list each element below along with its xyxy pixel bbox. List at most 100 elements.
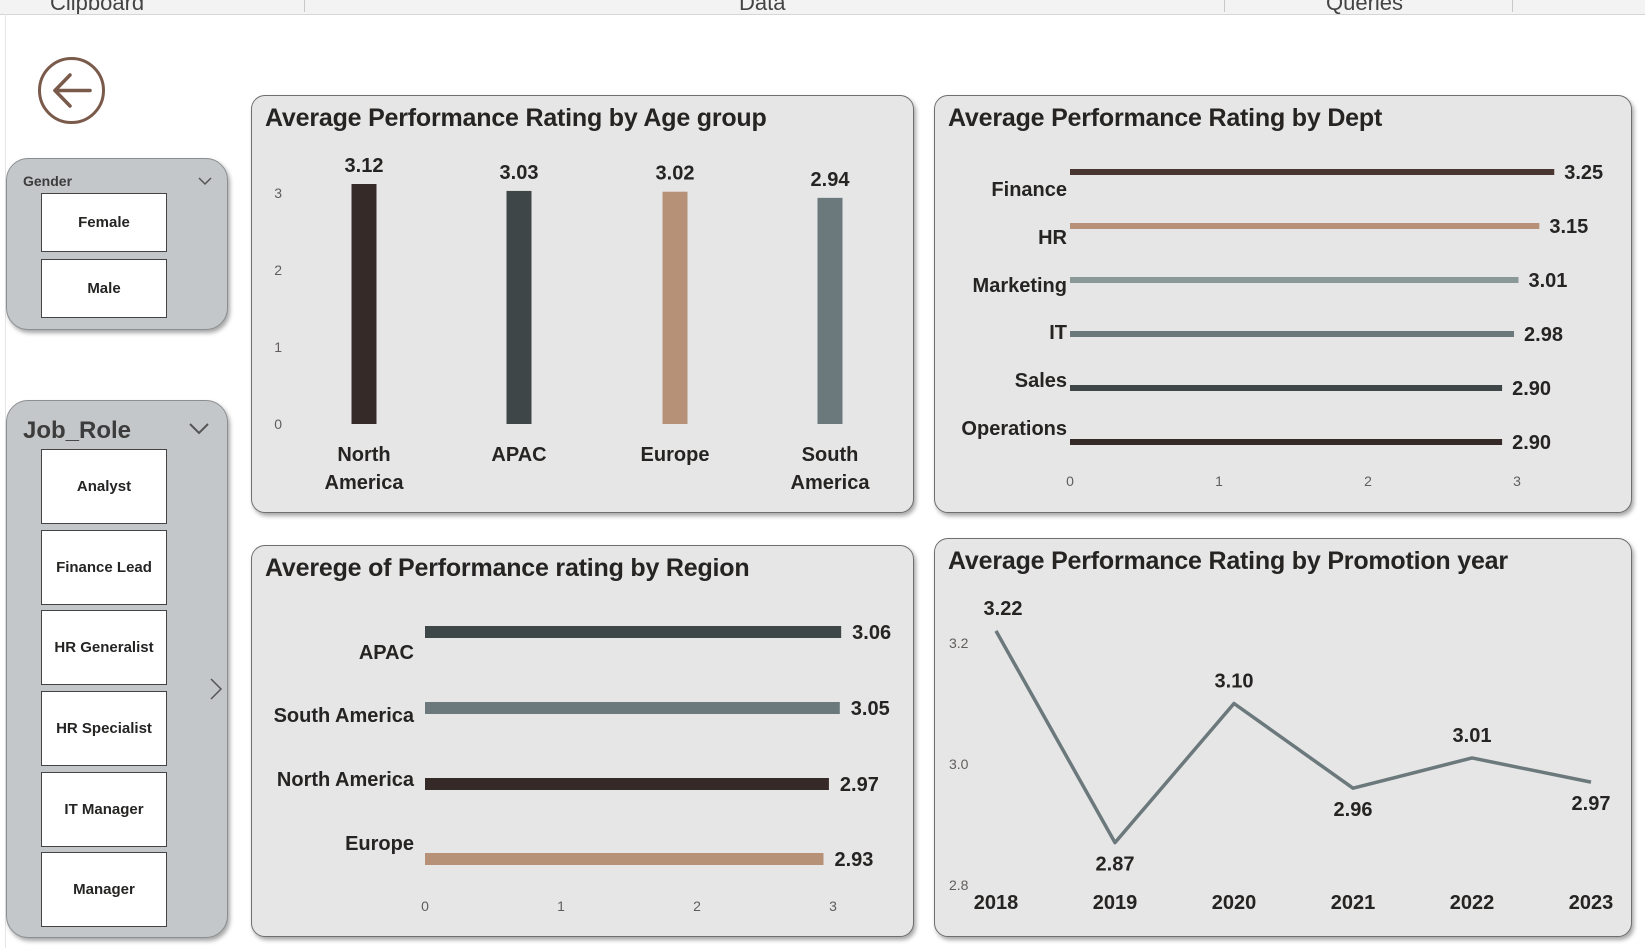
promo-chart-title: Average Performance Rating by Promotion … (948, 547, 1508, 575)
x-tick-label: 2021 (1331, 892, 1376, 914)
dept-chart-title: Average Performance Rating by Dept (948, 104, 1383, 132)
category-label: Europe (345, 833, 414, 855)
slicer-item-hr-specialist[interactable]: HR Specialist (41, 691, 167, 766)
bar (506, 190, 532, 424)
series-line (994, 630, 1592, 845)
y-tick-label: 2 (274, 262, 282, 278)
y-tick-label: 3 (274, 185, 282, 201)
x-tick-label: 3 (1513, 473, 1521, 489)
category-label: APAC (491, 444, 546, 466)
data-label: 3.01 (1453, 725, 1492, 747)
data-label: 2.93 (834, 849, 873, 871)
dept-chart: Finance 3.25 HR 3.15 Marketing 3.01 IT 2.98 Sale… (961, 162, 1603, 489)
data-label: 2.97 (840, 774, 879, 796)
ribbon-separator (1224, 0, 1225, 12)
data-label: 3.02 (656, 163, 695, 185)
slicer-item-male[interactable]: Male (41, 259, 167, 318)
x-tick-label: 0 (421, 898, 429, 914)
category-label: Europe (641, 444, 710, 466)
promotion-year-chart: 2.8 3.0 3.2 3.22 2018 2.87 2019 3.10 2020 2.96 202… (949, 598, 1614, 914)
ribbon-separator (1512, 0, 1513, 12)
x-tick-label: 1 (557, 898, 565, 914)
data-label: 2.87 (1096, 854, 1135, 876)
category-label: North (337, 444, 390, 466)
ribbon-group-clipboard: Clipboard (50, 0, 145, 15)
y-tick-label: 0 (274, 416, 282, 432)
age-group-chart-card: Average Performance Rating by Age group … (251, 95, 914, 513)
job-role-slicer-title: Job_Role (23, 417, 132, 444)
slicer-item-female[interactable]: Female (41, 193, 167, 252)
data-label: 3.10 (1215, 671, 1254, 693)
y-tick-label: 3.0 (949, 756, 969, 772)
x-tick-label: 3 (829, 898, 837, 914)
x-tick-label: 2023 (1569, 892, 1614, 914)
category-label: HR (1038, 227, 1067, 249)
slicer-item-analyst[interactable]: Analyst (41, 449, 167, 524)
bar (1070, 223, 1540, 229)
bar (1070, 439, 1503, 445)
back-button[interactable] (38, 57, 105, 124)
chevron-right-icon[interactable] (209, 677, 223, 701)
category-label: America (791, 472, 871, 494)
data-label: 3.06 (852, 622, 891, 644)
data-label: 3.05 (851, 698, 890, 720)
x-tick-label: 2018 (974, 892, 1019, 914)
data-label: 3.22 (984, 598, 1023, 620)
chevron-down-icon[interactable] (188, 422, 210, 436)
category-label: Operations (961, 418, 1067, 440)
gender-slicer: Gender Female Male (6, 158, 228, 330)
data-label: 3.03 (500, 162, 539, 184)
region-chart-card: Averege of Performance rating by Region … (251, 545, 914, 937)
x-tick-label: 2022 (1450, 892, 1495, 914)
slicer-item-it-manager[interactable]: IT Manager (41, 772, 167, 847)
x-tick-label: 2 (693, 898, 701, 914)
data-label: 3.01 (1528, 270, 1567, 292)
bar (662, 191, 688, 424)
x-tick-label: 2 (1364, 473, 1372, 489)
category-label: IT (1049, 322, 1067, 344)
bar (1070, 331, 1515, 337)
bar (1070, 385, 1503, 391)
data-label: 2.94 (811, 169, 851, 191)
data-label: 3.12 (345, 155, 384, 177)
y-tick-label: 3.2 (949, 635, 969, 651)
bar (425, 778, 829, 790)
chevron-down-icon[interactable] (198, 176, 212, 186)
category-label: America (325, 472, 405, 494)
dept-chart-card: Average Performance Rating by Dept Finan… (934, 95, 1632, 513)
x-tick-label: 1 (1215, 473, 1223, 489)
region-chart: APAC 3.06 South America 3.05 North America 2.… (274, 622, 892, 914)
bar (425, 626, 842, 638)
data-label: 3.15 (1549, 216, 1588, 238)
data-label: 2.98 (1524, 324, 1563, 346)
age-chart-title: Average Performance Rating by Age group (265, 104, 767, 132)
gender-slicer-title: Gender (23, 173, 73, 189)
bar (351, 184, 377, 424)
x-tick-label: 0 (1066, 473, 1074, 489)
ribbon-group-data: Data (739, 0, 786, 15)
category-label: South America (274, 705, 415, 727)
ribbon-bar: Clipboard Data Queries (0, 0, 1645, 15)
slicer-item-hr-generalist[interactable]: HR Generalist (41, 610, 167, 685)
x-tick-label: 2019 (1093, 892, 1138, 914)
category-label: APAC (359, 642, 414, 664)
category-label: Sales (1015, 370, 1067, 392)
bar (1070, 277, 1519, 283)
bar (425, 853, 824, 865)
slicer-item-finance-lead[interactable]: Finance Lead (41, 530, 167, 605)
ribbon-group-queries: Queries (1326, 0, 1404, 15)
category-label: North America (277, 769, 415, 791)
category-label: Marketing (973, 275, 1067, 297)
ribbon-separator (304, 0, 305, 12)
category-label: South (802, 444, 859, 466)
bar (817, 197, 843, 424)
x-tick-label: 2020 (1212, 892, 1257, 914)
slicer-item-manager[interactable]: Manager (41, 852, 167, 927)
y-tick-label: 1 (274, 339, 282, 355)
data-label: 2.97 (1572, 793, 1611, 815)
data-label: 2.90 (1512, 432, 1551, 454)
canvas-edge (5, 14, 6, 948)
y-tick-label: 2.8 (949, 877, 969, 893)
data-label: 2.96 (1334, 799, 1373, 821)
data-label: 3.25 (1564, 162, 1603, 184)
